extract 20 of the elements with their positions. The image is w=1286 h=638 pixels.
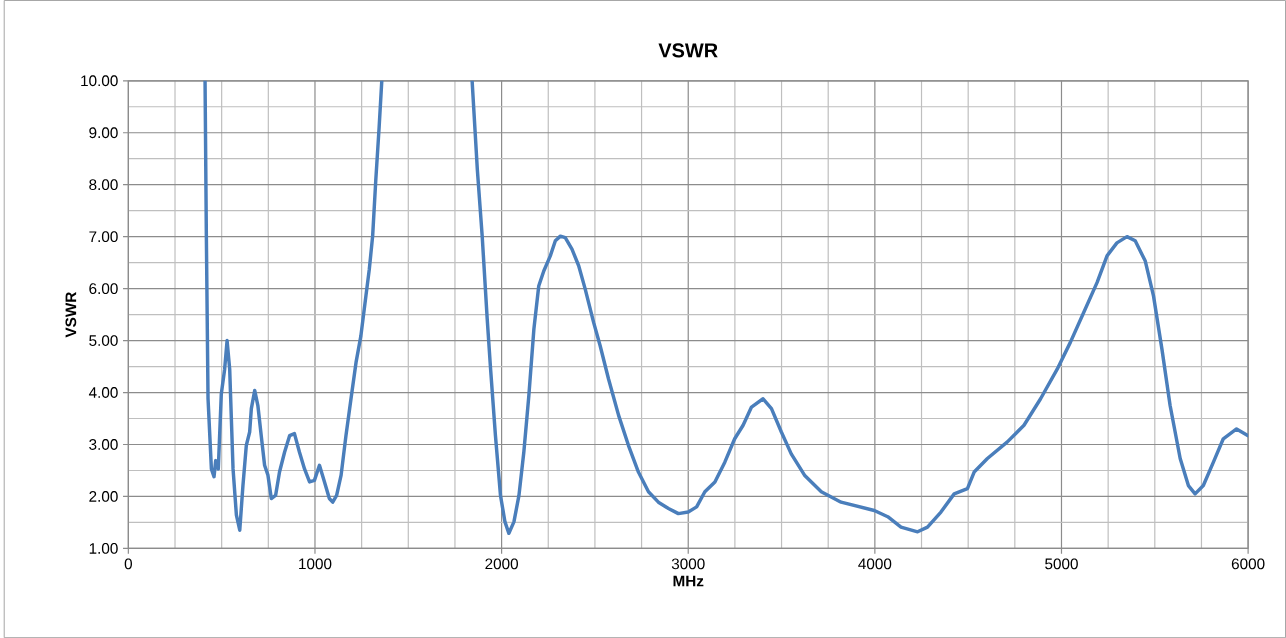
x-tick-label: 2000 <box>485 558 518 570</box>
x-tick-label: 4000 <box>858 558 892 570</box>
x-tick-label: 3000 <box>671 558 705 570</box>
x-tick-label: 6000 <box>1231 558 1265 570</box>
y-tick-label: 5.00 <box>89 335 118 346</box>
y-tick-label: 8.00 <box>89 179 118 191</box>
y-tick-label: 7.00 <box>89 231 118 242</box>
y-tick-label: 9.00 <box>89 127 118 139</box>
y-axis-title: VSWR <box>65 291 77 338</box>
y-tick-label: 10.00 <box>81 75 118 87</box>
x-tick-label: 5000 <box>1045 558 1078 570</box>
y-tick-label: 6.00 <box>89 283 118 294</box>
x-axis-title: MHz <box>673 575 704 587</box>
y-tick-label: 3.00 <box>89 439 118 450</box>
y-tick-label: 2.00 <box>89 490 118 502</box>
y-tick-label: 4.00 <box>88 387 118 398</box>
x-tick-label: 1000 <box>299 558 332 570</box>
x-tick-label: 0 <box>124 558 132 570</box>
chart-title: VSWR <box>658 43 718 58</box>
y-tick-label: 1.00 <box>89 542 118 554</box>
